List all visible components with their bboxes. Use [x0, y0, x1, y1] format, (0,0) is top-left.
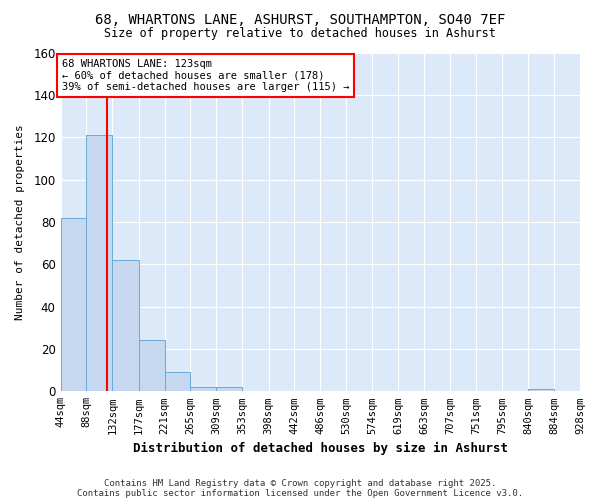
Bar — [528, 389, 554, 391]
Bar — [164, 372, 190, 391]
Text: Size of property relative to detached houses in Ashurst: Size of property relative to detached ho… — [104, 28, 496, 40]
Text: 68 WHARTONS LANE: 123sqm
← 60% of detached houses are smaller (178)
39% of semi-: 68 WHARTONS LANE: 123sqm ← 60% of detach… — [62, 59, 349, 92]
Bar — [112, 260, 139, 391]
Bar — [216, 387, 242, 391]
X-axis label: Distribution of detached houses by size in Ashurst: Distribution of detached houses by size … — [133, 442, 508, 455]
Bar — [86, 135, 112, 391]
Text: 68, WHARTONS LANE, ASHURST, SOUTHAMPTON, SO40 7EF: 68, WHARTONS LANE, ASHURST, SOUTHAMPTON,… — [95, 12, 505, 26]
Text: Contains public sector information licensed under the Open Government Licence v3: Contains public sector information licen… — [77, 488, 523, 498]
Bar — [139, 340, 164, 391]
Bar — [190, 387, 216, 391]
Y-axis label: Number of detached properties: Number of detached properties — [15, 124, 25, 320]
Text: Contains HM Land Registry data © Crown copyright and database right 2025.: Contains HM Land Registry data © Crown c… — [104, 478, 496, 488]
Bar — [61, 218, 86, 391]
